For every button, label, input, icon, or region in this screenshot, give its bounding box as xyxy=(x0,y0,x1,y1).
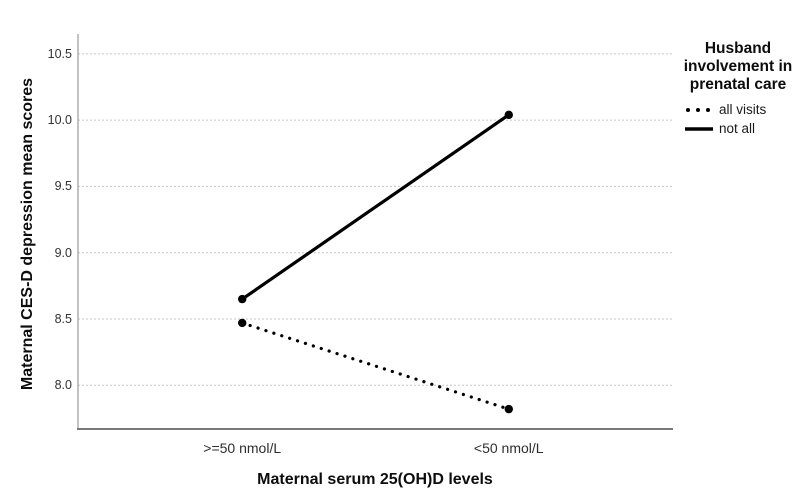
legend-item: not all xyxy=(684,119,796,138)
legend-item: all visits xyxy=(684,100,796,119)
legend-swatch-solid xyxy=(685,126,713,131)
data-point-marker xyxy=(238,294,247,304)
x-axis-title: Maternal serum 25(OH)D levels xyxy=(257,471,493,488)
data-point-marker xyxy=(504,404,513,414)
legend-title: Husband involvement in prenatal care xyxy=(683,40,793,93)
legend-dot xyxy=(706,107,710,112)
legend-swatch-dotted xyxy=(686,107,710,112)
y-axis-title: Maternal CES-D depression mean scores xyxy=(19,77,36,391)
legend-item-label: all visits xyxy=(719,102,767,117)
legend-dot xyxy=(696,107,700,112)
data-point-marker xyxy=(504,110,513,120)
y-tick-label: 9.5 xyxy=(54,179,72,194)
x-category-label: >=50 nmol/L xyxy=(203,440,282,456)
y-tick-label: 9.0 xyxy=(54,245,72,260)
y-tick-label: 8.0 xyxy=(54,378,72,393)
x-category-label: <50 nmol/L xyxy=(473,440,544,456)
series-line-not-all xyxy=(241,113,510,301)
legend-dot xyxy=(686,107,690,112)
y-tick-label: 10.0 xyxy=(47,113,72,128)
y-tick-label: 8.5 xyxy=(54,311,72,326)
series-line-all-visits xyxy=(240,321,511,411)
y-tick-label: 10.5 xyxy=(47,46,72,61)
legend-item-label: not all xyxy=(719,121,756,136)
legend-items: all visits not all xyxy=(680,100,796,138)
data-point-marker xyxy=(238,318,247,328)
legend: Husband involvement in prenatal care all… xyxy=(680,40,796,138)
